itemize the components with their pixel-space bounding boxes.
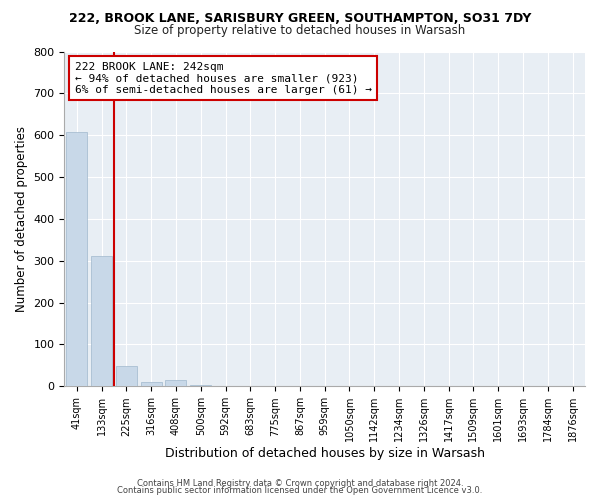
Bar: [66, 132, 88, 386]
Bar: [116, 366, 137, 386]
X-axis label: Distribution of detached houses by size in Warsash: Distribution of detached houses by size …: [165, 447, 485, 460]
Text: 222, BROOK LANE, SARISBURY GREEN, SOUTHAMPTON, SO31 7DY: 222, BROOK LANE, SARISBURY GREEN, SOUTHA…: [69, 12, 531, 26]
Bar: [91, 256, 112, 386]
Y-axis label: Number of detached properties: Number of detached properties: [15, 126, 28, 312]
Text: 222 BROOK LANE: 242sqm
← 94% of detached houses are smaller (923)
6% of semi-det: 222 BROOK LANE: 242sqm ← 94% of detached…: [75, 62, 372, 94]
Text: Size of property relative to detached houses in Warsash: Size of property relative to detached ho…: [134, 24, 466, 37]
Text: Contains HM Land Registry data © Crown copyright and database right 2024.: Contains HM Land Registry data © Crown c…: [137, 478, 463, 488]
Bar: [140, 382, 162, 386]
Text: Contains public sector information licensed under the Open Government Licence v3: Contains public sector information licen…: [118, 486, 482, 495]
Bar: [166, 380, 187, 386]
Bar: [190, 385, 211, 386]
